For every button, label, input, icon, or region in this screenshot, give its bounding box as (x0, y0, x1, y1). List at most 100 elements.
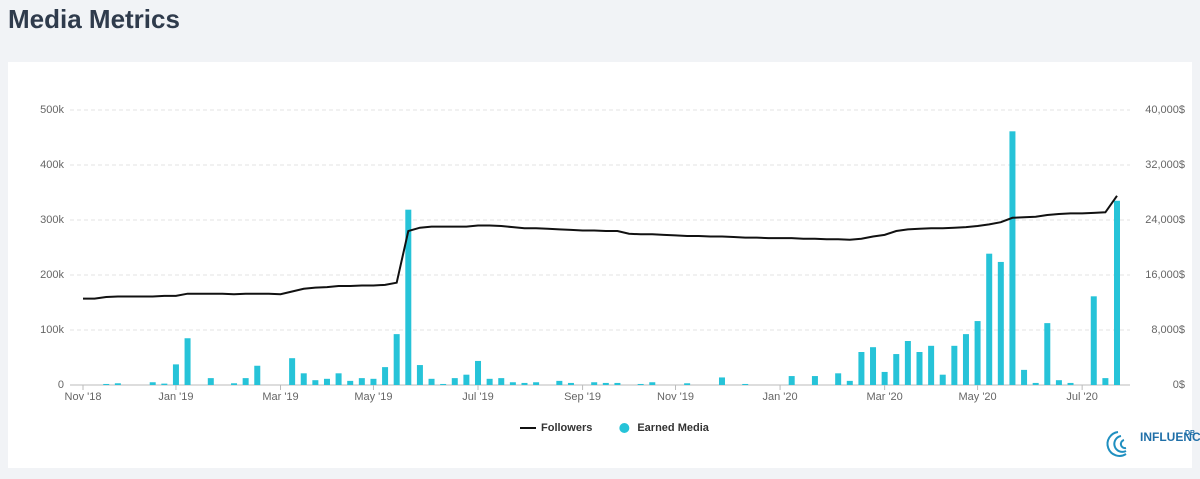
bar (393, 334, 400, 385)
x-tick-label: Jul '20 (1066, 391, 1097, 403)
legend-label[interactable]: Followers (541, 422, 592, 434)
x-tick-label: Sep '19 (564, 391, 601, 403)
bar (1021, 369, 1028, 385)
bar (835, 373, 842, 385)
bar (428, 378, 435, 385)
legend-dot (619, 423, 630, 433)
bar (509, 382, 516, 385)
bar (811, 376, 818, 385)
bar (567, 382, 574, 385)
bar (382, 367, 389, 385)
y2-tick-label: 24,000$ (1145, 214, 1185, 226)
bar (881, 371, 888, 385)
y2-tick-label: 40,000$ (1145, 104, 1185, 116)
bar (951, 345, 958, 385)
logo: INFLUENCER DB (1106, 430, 1200, 457)
bar (300, 373, 307, 385)
logo-icon (1106, 431, 1127, 457)
bar (1032, 382, 1039, 385)
bar (1009, 131, 1016, 385)
x-tick-label: Mar '20 (866, 391, 902, 403)
bar (718, 377, 725, 385)
bar (463, 374, 470, 385)
card (8, 62, 1192, 468)
bar (254, 365, 261, 385)
bar (370, 378, 377, 385)
bar (870, 347, 877, 385)
bar (161, 383, 168, 385)
bar (486, 378, 493, 385)
bar (172, 364, 179, 385)
y-tick-label: 500k (40, 104, 64, 116)
bar (498, 378, 505, 385)
bar (347, 380, 354, 385)
bar (242, 378, 249, 385)
bar (231, 383, 238, 385)
line (83, 195, 1118, 300)
bar (916, 352, 923, 385)
bar (1102, 378, 1109, 385)
bar (602, 382, 609, 385)
bar (997, 261, 1004, 385)
bar (637, 383, 644, 385)
y-tick-label: 400k (40, 159, 64, 171)
bar (986, 253, 993, 385)
bar (335, 373, 342, 385)
y2-tick-label: 32,000$ (1145, 159, 1185, 171)
bar (521, 382, 528, 385)
bar (184, 338, 191, 385)
bar (451, 378, 458, 385)
x-tick-label: Nov '19 (657, 391, 694, 403)
bar (742, 383, 749, 385)
x-tick-label: May '19 (354, 391, 392, 403)
bar (962, 334, 969, 385)
logo-sup: DB (1185, 430, 1195, 437)
y2-tick-label: 16,000$ (1145, 269, 1185, 281)
x-tick-label: Nov '18 (65, 391, 102, 403)
x-tick-label: Jan '20 (763, 391, 798, 403)
y-tick-label: 100k (40, 324, 64, 336)
bar (974, 321, 981, 385)
logo-text: INFLUENCER (1140, 430, 1200, 444)
bar (858, 352, 865, 385)
bar (475, 360, 482, 385)
bar (1067, 382, 1074, 385)
x-tick-label: Mar '19 (262, 391, 298, 403)
page-title: Media Metrics (8, 4, 180, 34)
bar (649, 382, 656, 385)
bar (1090, 296, 1097, 385)
bar (788, 376, 795, 385)
bar (1055, 380, 1062, 385)
bar (846, 380, 853, 385)
bar (1114, 200, 1120, 385)
bar (904, 341, 911, 385)
bar (440, 383, 447, 385)
bar (405, 209, 412, 385)
y-tick-label: 0 (58, 379, 64, 391)
y2-tick-label: 0$ (1173, 379, 1185, 391)
bar (928, 345, 935, 385)
bar (114, 383, 121, 385)
legend-label[interactable]: Earned Media (637, 422, 709, 434)
bar (556, 380, 563, 385)
x-tick-label: Jul '19 (462, 391, 493, 403)
bar (939, 374, 946, 385)
bar (103, 383, 110, 385)
bar (614, 382, 621, 385)
bar (358, 378, 365, 385)
bar (149, 382, 156, 385)
bar (289, 358, 296, 385)
x-tick-label: May '20 (958, 391, 996, 403)
bar (1044, 323, 1051, 385)
bar (312, 380, 319, 385)
y2-tick-label: 8,000$ (1151, 324, 1185, 336)
y-tick-label: 300k (40, 214, 64, 226)
x-tick-label: Jan '19 (158, 391, 193, 403)
bar (416, 365, 423, 385)
y-tick-label: 200k (40, 269, 64, 281)
bar (533, 382, 540, 385)
bar (591, 382, 598, 385)
bar (684, 383, 691, 385)
